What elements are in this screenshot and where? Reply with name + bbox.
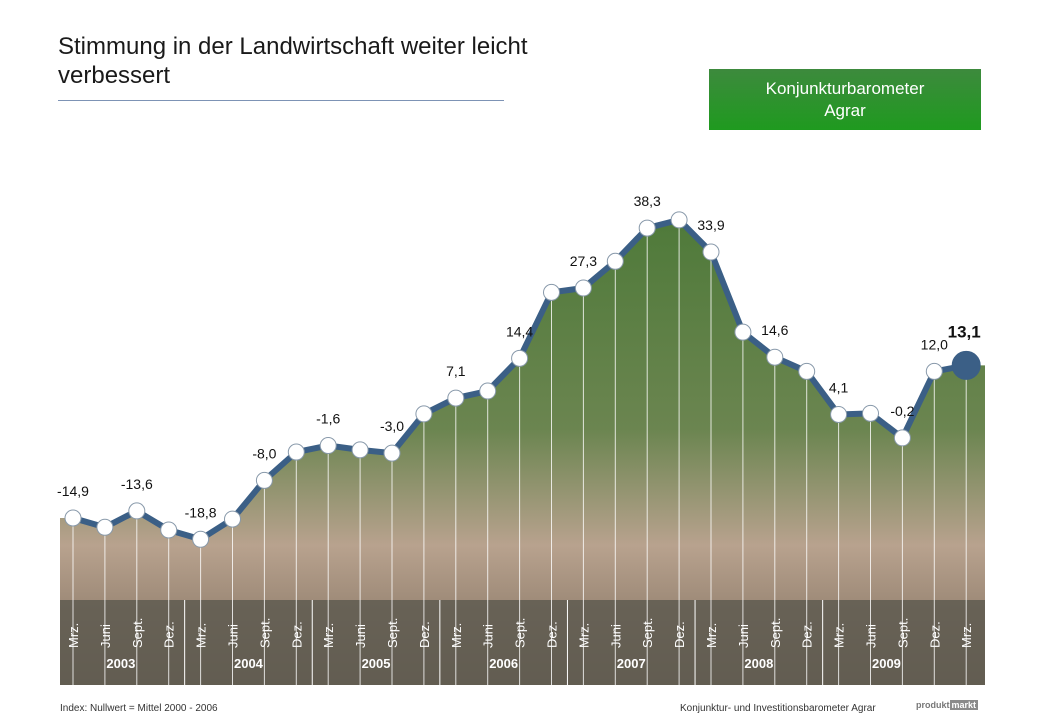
- title-rule: [58, 100, 504, 101]
- footnote: Index: Nullwert = Mittel 2000 - 2006: [60, 703, 218, 714]
- point: [96, 518, 114, 536]
- month-label: Juni: [98, 624, 113, 648]
- year-label: 2005: [362, 656, 391, 671]
- month-label: Juni: [226, 624, 241, 648]
- point: [383, 444, 401, 462]
- year-label: 2006: [489, 656, 518, 671]
- month-label: Sept.: [768, 618, 783, 648]
- point: [951, 350, 981, 380]
- badge-text: Konjunkturbarometer Agrar: [765, 78, 925, 120]
- month-label: Sept.: [385, 618, 400, 648]
- month-label: Juni: [481, 624, 496, 648]
- month-label: Dez.: [545, 621, 560, 648]
- month-label: Juni: [864, 624, 879, 648]
- month-label: Mrz.: [576, 623, 591, 648]
- axis-band: [60, 600, 985, 685]
- data-label: -13,6: [121, 476, 153, 492]
- month-label: Dez.: [162, 621, 177, 648]
- point: [415, 405, 433, 423]
- month-label: Mrz.: [832, 623, 847, 648]
- source: Konjunktur- und Investitionsbarometer Ag…: [680, 703, 876, 714]
- month-label: Juni: [353, 624, 368, 648]
- month-label: Dez.: [417, 621, 432, 648]
- logo-b: markt: [949, 700, 979, 710]
- month-label: Dez.: [289, 621, 304, 648]
- logo: produkt markt: [916, 700, 979, 710]
- year-label: 2008: [744, 656, 773, 671]
- point: [255, 471, 273, 489]
- point: [479, 382, 497, 400]
- data-label: 14,6: [761, 322, 788, 338]
- year-label: 2004: [234, 656, 264, 671]
- year-label: 2009: [872, 656, 901, 671]
- area: [60, 219, 985, 685]
- month-label: Dez.: [800, 621, 815, 648]
- point: [160, 521, 178, 539]
- month-label: Juni: [736, 624, 751, 648]
- month-label: Dez.: [927, 621, 942, 648]
- data-label: 12,0: [921, 336, 948, 352]
- chart-title: Stimmung in der Landwirtschaft weiter le…: [58, 33, 528, 89]
- data-label: 4,1: [829, 379, 849, 395]
- month-label: Mrz.: [194, 623, 209, 648]
- point: [64, 509, 82, 527]
- point: [351, 441, 369, 459]
- data-label: 13,1: [948, 322, 981, 341]
- month-label: Mrz.: [449, 623, 464, 648]
- data-label: -14,9: [57, 483, 89, 499]
- point: [543, 283, 560, 301]
- point: [287, 443, 305, 461]
- point: [766, 348, 784, 366]
- year-label: 2003: [106, 656, 135, 671]
- point: [224, 510, 241, 528]
- data-label: 38,3: [634, 193, 661, 209]
- month-label: Sept.: [513, 618, 528, 648]
- data-label: -1,6: [316, 411, 340, 427]
- point: [319, 437, 337, 455]
- data-label: -18,8: [185, 504, 217, 520]
- point: [128, 502, 146, 520]
- month-label: Mrz.: [321, 623, 336, 648]
- point: [798, 362, 816, 380]
- logo-a: produkt: [916, 700, 950, 710]
- point: [925, 362, 943, 380]
- point: [192, 530, 210, 548]
- year-label: 2007: [617, 656, 646, 671]
- point: [511, 349, 529, 367]
- month-label: Juni: [608, 624, 623, 648]
- point: [606, 252, 624, 270]
- month-label: Dez.: [672, 621, 687, 648]
- month-label: Mrz.: [959, 623, 974, 648]
- point: [830, 405, 848, 423]
- data-label: 7,1: [446, 363, 466, 379]
- data-label: 33,9: [697, 217, 724, 233]
- point: [702, 243, 720, 261]
- data-label: 27,3: [570, 253, 597, 269]
- point: [670, 211, 688, 229]
- month-label: Sept.: [257, 618, 272, 648]
- data-label: -3,0: [380, 418, 404, 434]
- data-label: -0,2: [890, 403, 914, 419]
- point: [638, 219, 656, 237]
- month-label: Mrz.: [66, 623, 81, 648]
- point: [734, 323, 752, 341]
- data-label: -8,0: [252, 445, 276, 461]
- point: [574, 279, 592, 297]
- month-label: Mrz.: [704, 623, 719, 648]
- data-label: 14,4: [506, 323, 533, 339]
- badge: Konjunkturbarometer Agrar: [709, 69, 981, 130]
- point: [862, 404, 879, 422]
- point: [447, 389, 465, 407]
- month-label: Sept.: [130, 618, 145, 648]
- month-label: Sept.: [640, 618, 655, 648]
- month-label: Sept.: [895, 618, 910, 648]
- point: [893, 429, 911, 447]
